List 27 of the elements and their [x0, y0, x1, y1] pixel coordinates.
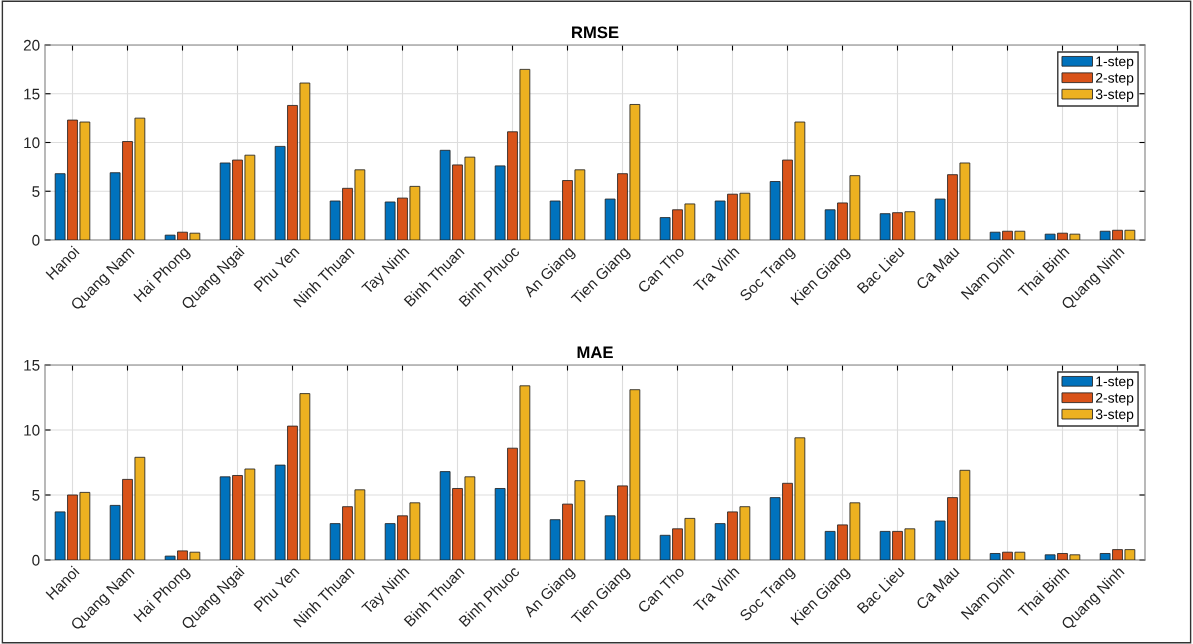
chart-title: RMSE — [572, 26, 619, 39]
x-tick-label: Can Tho — [636, 565, 685, 614]
legend-label: 2-step — [1095, 72, 1134, 86]
legend-label: 1-step — [1096, 376, 1134, 390]
y-tick-label: 15 — [24, 360, 40, 371]
legend-label: 3-step — [1095, 89, 1134, 102]
y-tick-label: 15 — [24, 88, 40, 100]
y-tick-label: 10 — [24, 424, 40, 436]
chart-title: MAE — [577, 346, 613, 359]
x-tick-label: Ca Mau — [915, 565, 960, 611]
x-tick-label: Can Tho — [636, 245, 685, 294]
legend-label: 2-step — [1095, 392, 1134, 406]
x-tick-label: Tra Vinh — [692, 245, 740, 293]
legend-label: 3-step — [1095, 409, 1134, 422]
y-tick-label: 10 — [24, 137, 40, 149]
x-tick-label: Phu Yen — [253, 565, 300, 613]
x-tick-label: Bac Lieu — [856, 245, 905, 294]
x-tick-label: Bac Lieu — [856, 565, 905, 614]
y-tick-label: 0 — [32, 234, 40, 246]
y-tick-label: 5 — [32, 186, 40, 197]
x-tick-label: Ca Mau — [915, 245, 960, 291]
y-tick-label: 5 — [32, 490, 40, 501]
x-tick-label: Tra Vinh — [692, 565, 740, 613]
legend-label: 1-step — [1096, 56, 1134, 70]
y-tick-label: 20 — [23, 39, 40, 51]
y-tick-label: 0 — [32, 554, 40, 566]
x-tick-label: Phu Yen — [253, 245, 300, 293]
